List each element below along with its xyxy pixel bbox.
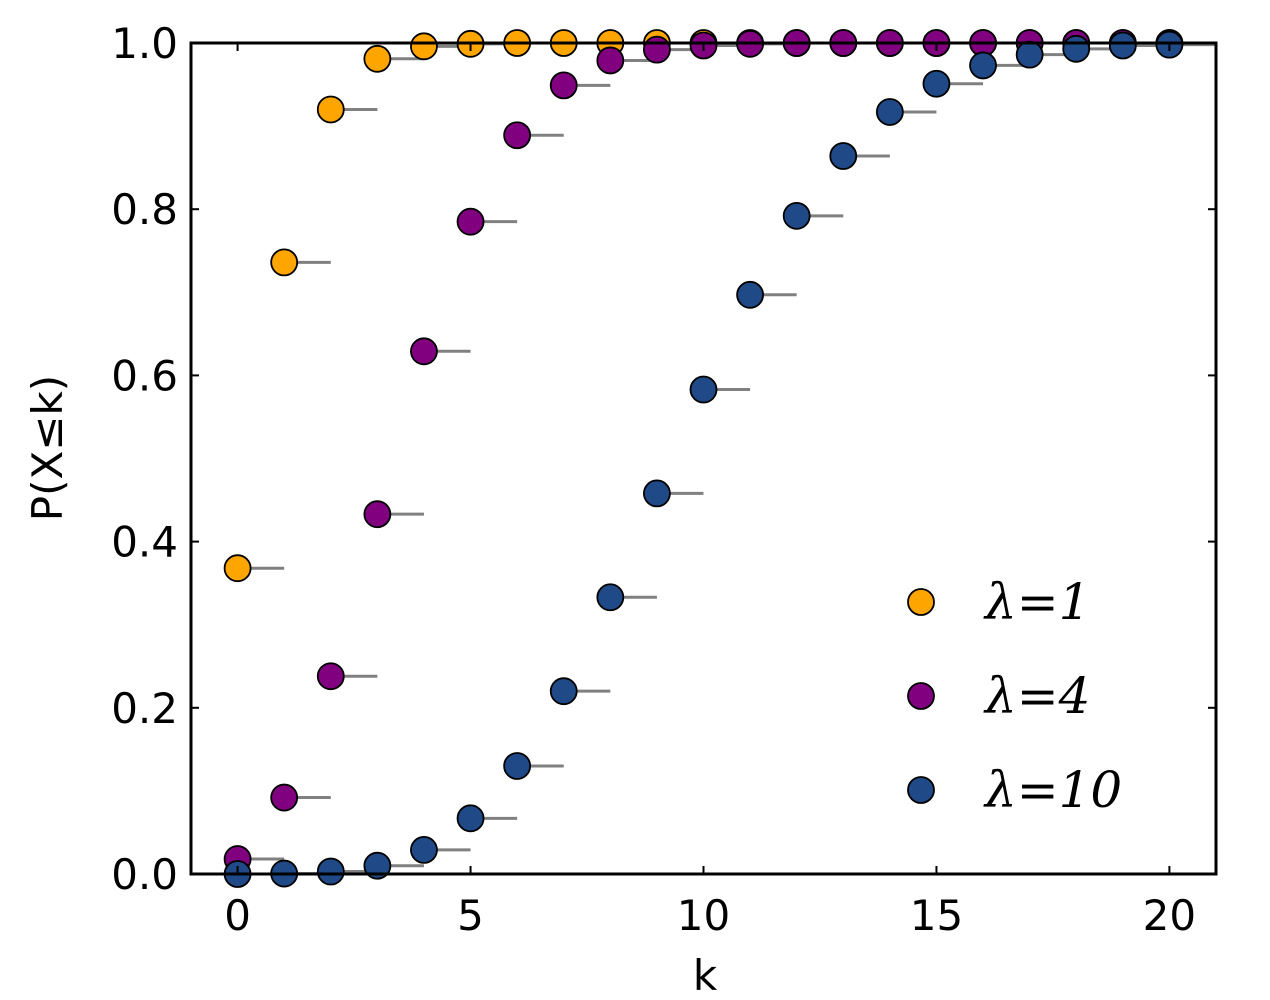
data-point bbox=[596, 583, 625, 612]
legend-marker bbox=[907, 588, 935, 616]
data-point bbox=[363, 44, 392, 73]
x-axis-label: k bbox=[693, 951, 718, 1000]
y-tick-labels: 0.0 0.2 0.4 0.6 0.8 1.0 bbox=[111, 19, 178, 899]
data-point bbox=[316, 662, 345, 691]
x-tick-labels: 0 5 10 15 20 bbox=[224, 891, 1196, 940]
y-tick-label: 1.0 bbox=[111, 19, 178, 68]
data-point bbox=[969, 51, 997, 80]
data-point bbox=[643, 35, 671, 64]
data-point bbox=[363, 851, 392, 880]
data-point bbox=[689, 375, 718, 404]
data-point bbox=[456, 804, 485, 833]
y-tick-label: 0.0 bbox=[111, 850, 178, 899]
data-point bbox=[922, 69, 951, 98]
data-point bbox=[456, 207, 485, 236]
data-point bbox=[782, 201, 811, 230]
x-tick-label: 5 bbox=[457, 891, 484, 940]
x-tick-label: 15 bbox=[910, 891, 963, 940]
legend-label: λ=1 bbox=[983, 573, 1090, 631]
data-point bbox=[736, 280, 764, 309]
x-tick-label: 10 bbox=[677, 891, 730, 940]
y-tick-label: 0.4 bbox=[111, 518, 178, 567]
legend-marker bbox=[907, 776, 935, 804]
data-point bbox=[410, 337, 438, 366]
data-point bbox=[643, 479, 671, 508]
data-point bbox=[503, 121, 532, 150]
data-point bbox=[270, 248, 299, 277]
data-point bbox=[223, 554, 252, 583]
data-point bbox=[316, 95, 345, 124]
data-point bbox=[1062, 34, 1091, 63]
data-point bbox=[596, 46, 625, 75]
data-point bbox=[363, 500, 392, 529]
data-point bbox=[270, 783, 299, 812]
x-tick-label: 20 bbox=[1143, 891, 1196, 940]
x-tick-label: 0 bbox=[224, 891, 251, 940]
data-point bbox=[410, 32, 438, 61]
data-point bbox=[316, 857, 345, 886]
axis-ticks bbox=[191, 42, 1216, 875]
legend-label: λ=4 bbox=[983, 667, 1090, 725]
y-tick-label: 0.2 bbox=[111, 684, 178, 733]
data-point bbox=[503, 752, 532, 780]
legend-marker bbox=[907, 682, 935, 710]
data-point bbox=[829, 142, 858, 170]
y-tick-label: 0.6 bbox=[111, 351, 178, 400]
y-tick-label: 0.8 bbox=[111, 185, 178, 234]
data-point bbox=[410, 836, 438, 864]
data-point bbox=[549, 71, 578, 100]
data-point bbox=[1108, 31, 1137, 60]
legend-label: λ=10 bbox=[983, 761, 1122, 819]
data-point bbox=[1015, 40, 1044, 69]
data-point bbox=[875, 98, 904, 126]
data-point bbox=[549, 677, 578, 706]
legend: λ=1 λ=4 λ=10 bbox=[907, 573, 1122, 819]
y-axis-label: P(X≤k) bbox=[23, 375, 72, 521]
